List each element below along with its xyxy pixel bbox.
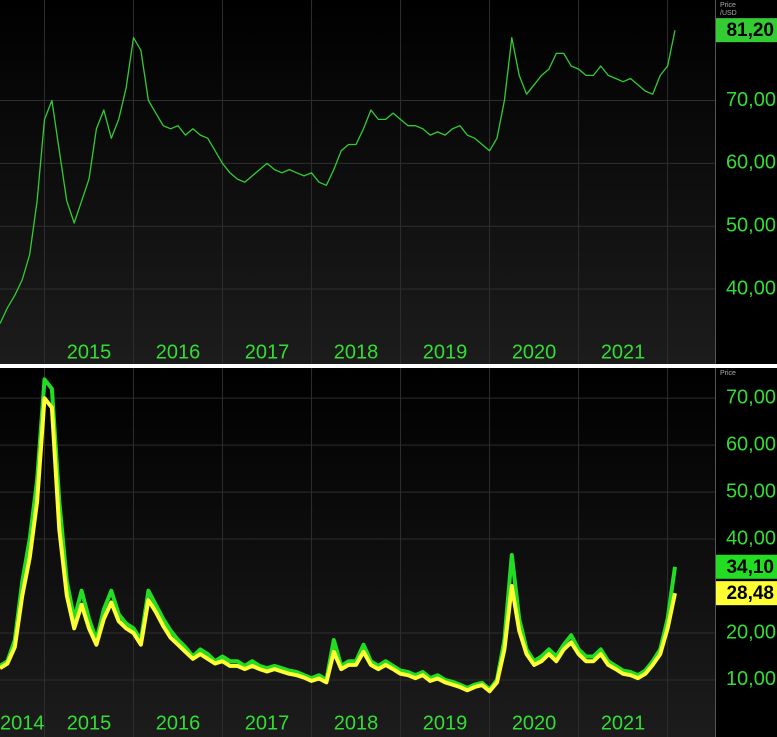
y-tick-label: 50,00 xyxy=(726,214,776,236)
divider xyxy=(0,364,777,368)
axis-label: Price xyxy=(720,2,736,9)
x-tick-label: 2019 xyxy=(423,341,468,363)
x-tick-label: 2019 xyxy=(423,712,468,734)
x-tick-label: 2021 xyxy=(601,712,646,734)
y-tick-label: 40,00 xyxy=(726,527,776,549)
plot-background xyxy=(0,368,715,737)
y-tick-label: 70,00 xyxy=(726,386,776,408)
x-tick-label: 2018 xyxy=(334,341,379,363)
x-tick-label: 2017 xyxy=(245,712,290,734)
y-tick-label: 10,00 xyxy=(726,668,776,690)
x-tick-label: 2021 xyxy=(601,341,646,363)
y-tick-label: 40,00 xyxy=(726,277,776,299)
x-tick-label: 2016 xyxy=(156,341,201,363)
x-tick-label: 2018 xyxy=(334,712,379,734)
y-tick-label: 60,00 xyxy=(726,433,776,455)
y-tick-label: 50,00 xyxy=(726,480,776,502)
series-line xyxy=(0,396,677,694)
price-tag xyxy=(716,554,777,579)
x-tick-label: 2015 xyxy=(67,341,112,363)
price-tag-label: 34,10 xyxy=(726,557,774,578)
series-line xyxy=(0,30,676,324)
y-tick-label: 70,00 xyxy=(726,89,776,111)
price-tag-label: 28,48 xyxy=(726,583,774,604)
x-tick-label: 2014 xyxy=(0,712,45,734)
price-tag xyxy=(716,18,777,43)
price-tag-label: 81,20 xyxy=(726,20,774,41)
y-tick-label: 20,00 xyxy=(726,621,776,643)
x-tick-label: 2015 xyxy=(67,712,112,734)
series-line xyxy=(0,377,677,692)
x-tick-label: 2020 xyxy=(512,712,557,734)
y-tick-label: 60,00 xyxy=(726,152,776,174)
plot-background xyxy=(0,0,715,364)
x-tick-label: 2016 xyxy=(156,712,201,734)
axis-unit: /USD xyxy=(720,10,737,17)
axis-label: Price xyxy=(720,370,736,377)
price-tag xyxy=(716,581,777,606)
x-tick-label: 2017 xyxy=(245,341,290,363)
x-tick-label: 2020 xyxy=(512,341,557,363)
